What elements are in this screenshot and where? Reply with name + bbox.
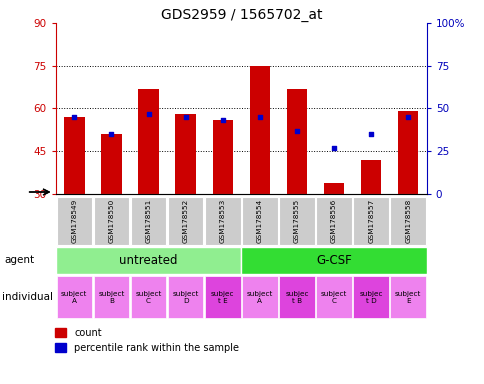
FancyBboxPatch shape [93,276,129,318]
FancyBboxPatch shape [57,276,92,318]
Bar [323,182,344,194]
Bar [64,117,84,194]
FancyBboxPatch shape [205,197,240,245]
Text: GSM178555: GSM178555 [293,199,299,243]
Text: GSM178552: GSM178552 [182,199,188,243]
FancyBboxPatch shape [131,276,166,318]
FancyBboxPatch shape [167,197,203,245]
Point [366,131,374,137]
Text: subject
B: subject B [98,291,124,303]
Point [256,114,263,120]
FancyBboxPatch shape [279,276,314,318]
Bar [286,89,306,194]
Bar [360,160,380,194]
FancyBboxPatch shape [279,197,314,245]
Point [218,117,226,123]
Title: GDS2959 / 1565702_at: GDS2959 / 1565702_at [160,8,321,22]
Text: GSM178550: GSM178550 [108,199,114,243]
Text: G-CSF: G-CSF [316,254,351,267]
FancyBboxPatch shape [56,247,241,274]
Point [107,131,115,137]
FancyBboxPatch shape [316,276,351,318]
Point [330,145,337,151]
Bar [212,120,232,194]
Point [404,114,411,120]
FancyBboxPatch shape [93,197,129,245]
Text: GSM178549: GSM178549 [71,199,77,243]
Point [70,114,78,120]
Text: GSM178558: GSM178558 [405,199,410,243]
Text: GSM178556: GSM178556 [331,199,336,243]
Text: subjec
t B: subjec t B [285,291,308,303]
Text: individual: individual [2,292,53,302]
Text: subjec
t D: subjec t D [359,291,382,303]
Text: subjec
t E: subjec t E [211,291,234,303]
Bar [101,134,121,194]
FancyBboxPatch shape [241,247,426,274]
FancyBboxPatch shape [167,276,203,318]
Text: GSM178551: GSM178551 [145,199,151,243]
FancyBboxPatch shape [353,197,388,245]
Legend: count, percentile rank within the sample: count, percentile rank within the sample [51,324,242,357]
Point [292,128,300,134]
FancyBboxPatch shape [205,276,240,318]
FancyBboxPatch shape [390,276,425,318]
Text: subject
A: subject A [61,291,87,303]
FancyBboxPatch shape [390,197,425,245]
FancyBboxPatch shape [353,276,388,318]
Text: GSM178554: GSM178554 [257,199,262,243]
Text: subject
D: subject D [172,291,198,303]
Bar [138,89,158,194]
Bar [397,111,418,194]
Text: subject
A: subject A [246,291,272,303]
Point [182,114,189,120]
Bar [249,66,270,194]
Text: subject
E: subject E [394,291,421,303]
FancyBboxPatch shape [316,197,351,245]
Bar [175,114,196,194]
FancyBboxPatch shape [131,197,166,245]
Point [144,111,152,117]
FancyBboxPatch shape [57,197,92,245]
Text: subject
C: subject C [320,291,347,303]
FancyBboxPatch shape [242,276,277,318]
Text: GSM178553: GSM178553 [219,199,225,243]
FancyBboxPatch shape [242,197,277,245]
Text: GSM178557: GSM178557 [367,199,373,243]
Text: agent: agent [5,255,35,265]
Text: subject
C: subject C [135,291,161,303]
Text: untreated: untreated [119,254,178,267]
